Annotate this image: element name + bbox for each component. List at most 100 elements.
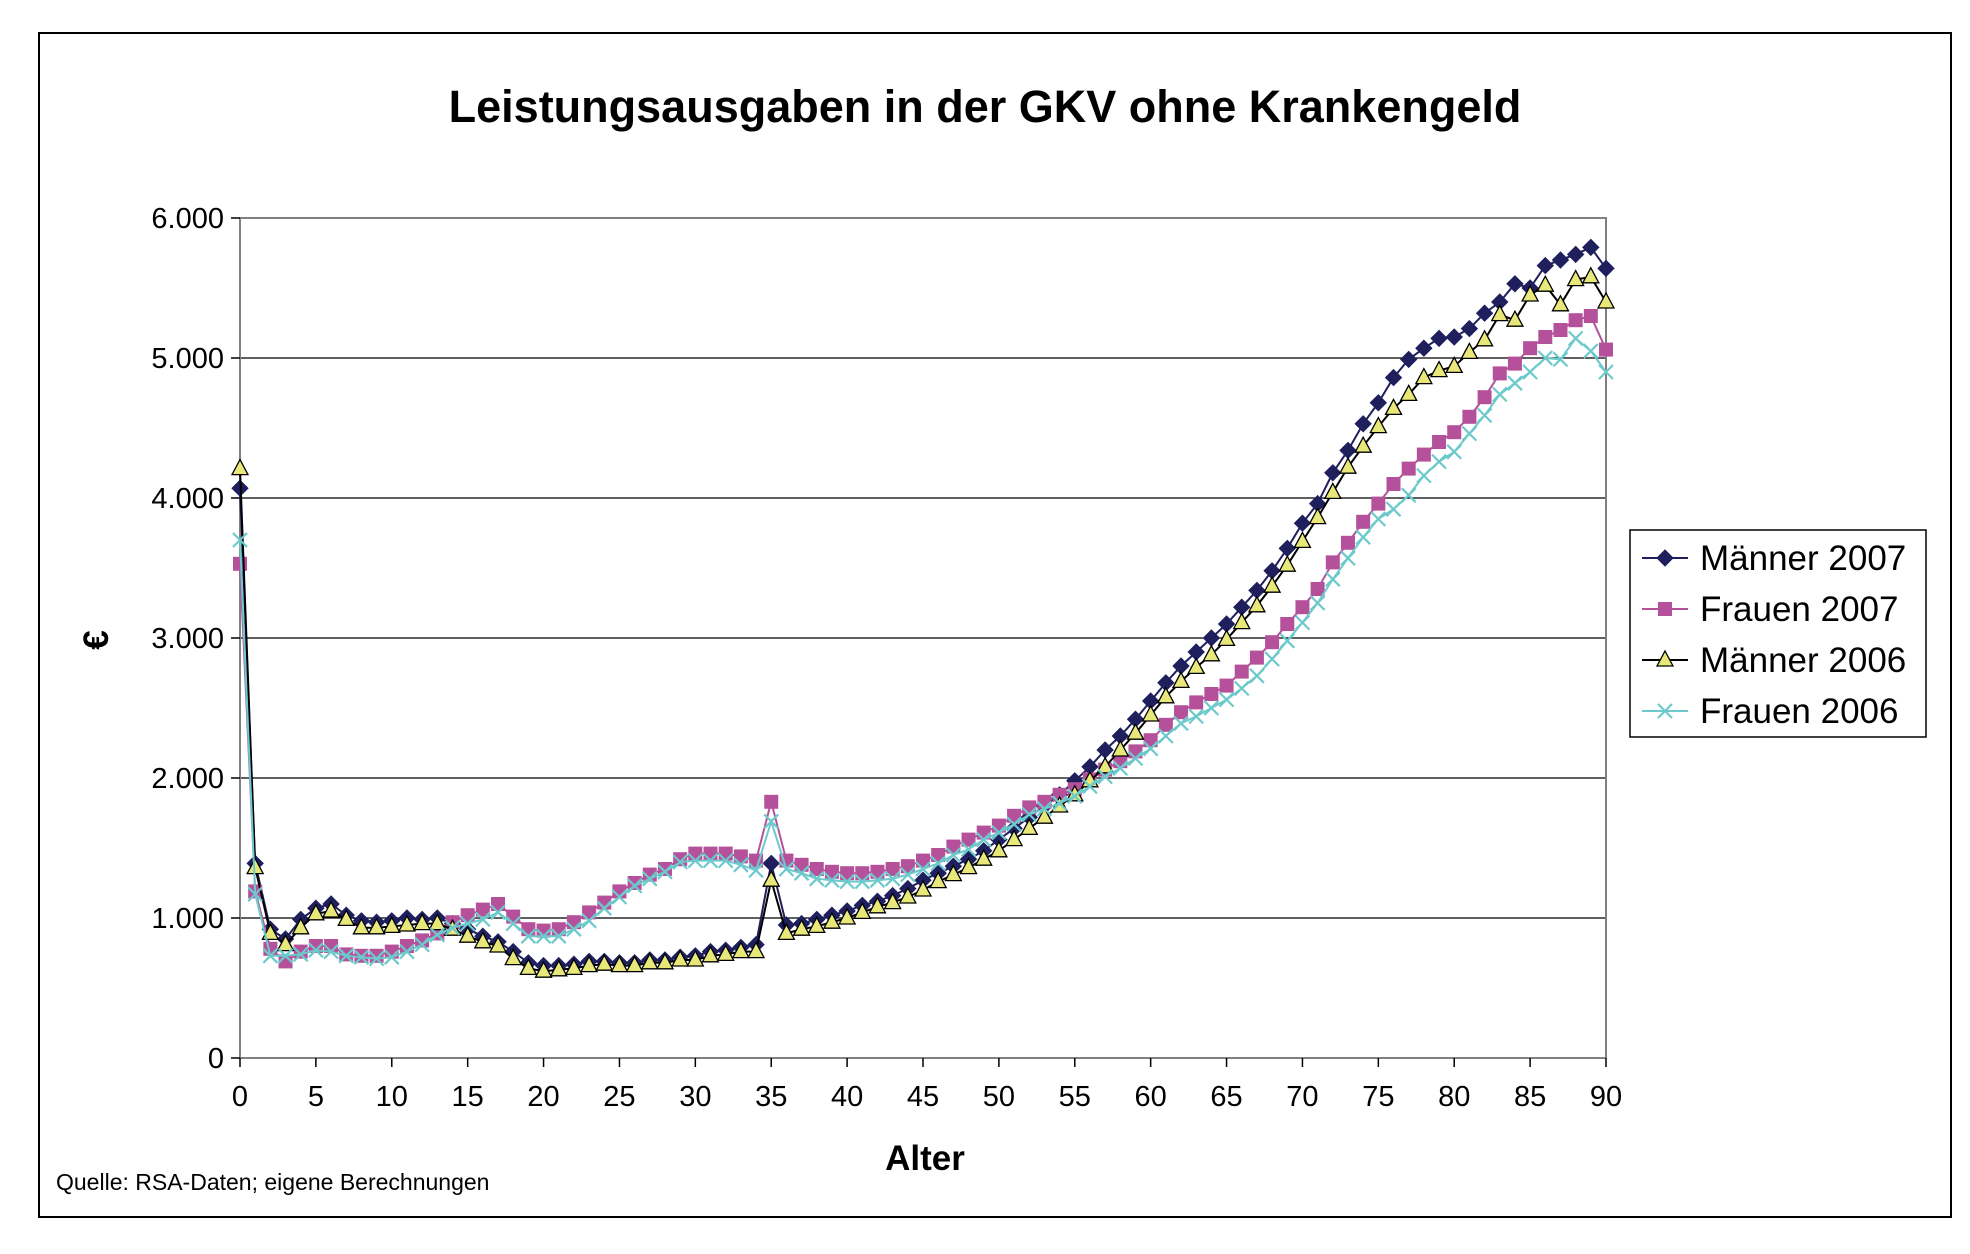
data-point <box>1507 356 1522 371</box>
data-point <box>1265 635 1280 650</box>
data-point <box>1325 555 1340 570</box>
data-point <box>1553 323 1568 337</box>
data-point <box>1233 680 1250 697</box>
data-point <box>1445 356 1464 374</box>
data-point <box>929 871 948 889</box>
data-point <box>655 952 675 970</box>
data-point <box>1354 435 1373 453</box>
x-tick-label: 25 <box>603 1081 635 1113</box>
y-tick-label: 5.000 <box>151 343 224 375</box>
data-point <box>1536 256 1554 275</box>
data-point <box>306 903 325 921</box>
data-point <box>1370 511 1387 527</box>
data-point <box>232 532 248 548</box>
data-point <box>1234 664 1249 679</box>
data-point <box>839 873 855 890</box>
data-point <box>353 949 370 965</box>
data-point <box>1293 531 1312 549</box>
data-point <box>337 909 356 927</box>
data-point <box>746 941 766 959</box>
legend-marker <box>1655 649 1675 667</box>
data-point <box>974 848 993 866</box>
data-point <box>1278 554 1297 572</box>
data-point <box>1323 482 1342 500</box>
data-point <box>1475 304 1494 322</box>
data-point <box>369 948 384 963</box>
data-point <box>1447 425 1462 440</box>
data-point <box>1355 529 1371 545</box>
data-point <box>1020 818 1039 836</box>
data-point <box>763 813 779 830</box>
data-point <box>853 902 872 920</box>
legend-marker <box>1657 703 1673 719</box>
data-point <box>1263 575 1282 593</box>
data-point <box>564 958 583 976</box>
data-point <box>595 953 614 971</box>
data-point <box>414 936 430 953</box>
data-point <box>1416 447 1431 462</box>
x-tick-label: 80 <box>1438 1081 1470 1113</box>
y-tick-label: 2.000 <box>151 763 224 795</box>
data-point <box>1158 717 1173 732</box>
x-tick-label: 30 <box>679 1081 711 1113</box>
data-point <box>688 846 703 861</box>
data-point <box>1505 309 1525 327</box>
chart-title: Leistungsausgaben in der GKV ohne Kranke… <box>449 81 1522 132</box>
data-point <box>1384 398 1403 416</box>
data-point <box>702 852 719 869</box>
data-point <box>1599 342 1613 357</box>
data-point <box>521 922 536 937</box>
x-tick-label: 50 <box>983 1081 1015 1113</box>
data-point <box>1462 409 1477 424</box>
data-point <box>488 935 508 953</box>
chart-frame <box>38 32 1952 1218</box>
data-point <box>1430 329 1448 348</box>
data-point <box>504 948 523 966</box>
data-point <box>1567 330 1584 347</box>
data-point <box>762 869 781 887</box>
data-point <box>764 794 779 809</box>
data-point <box>1171 671 1191 689</box>
data-point <box>1369 416 1388 434</box>
data-point <box>913 879 933 897</box>
legend-marker <box>1658 602 1672 616</box>
data-point <box>960 841 977 858</box>
legend-item: Frauen 2007 <box>1642 590 1898 629</box>
x-tick-label: 55 <box>1059 1081 1091 1113</box>
data-point <box>1460 342 1479 360</box>
data-point <box>1247 595 1266 613</box>
data-point <box>458 925 477 943</box>
data-point <box>1295 600 1310 615</box>
data-point <box>1521 284 1540 302</box>
data-point <box>506 909 521 924</box>
legend: Männer 2007 Frauen 2007 Männer 2006 Frauen … <box>1629 529 1927 738</box>
x-axis-label: Alter <box>885 1139 965 1178</box>
data-point <box>1384 368 1403 387</box>
data-point <box>898 886 917 904</box>
data-point <box>885 862 900 876</box>
x-axis-ticks: 0 5 10 15 20 25 30 35 40 45 50 55 60 65 70 75 80 85 90 <box>232 1058 1622 1113</box>
data-point <box>293 944 308 959</box>
data-point <box>1021 806 1038 823</box>
data-point <box>581 913 597 929</box>
y-axis-ticks: 0 1.000 2.000 3.000 4.000 5.000 6.000 <box>151 203 240 1075</box>
data-point <box>1522 364 1538 380</box>
data-point <box>1339 441 1357 460</box>
data-point <box>1597 259 1615 278</box>
data-point <box>1202 644 1221 662</box>
data-point <box>1551 294 1570 312</box>
data-point <box>1035 806 1054 824</box>
series-2 <box>233 309 1613 969</box>
data-point <box>642 871 658 887</box>
data-point <box>1082 778 1098 795</box>
data-point <box>869 872 886 888</box>
data-point <box>596 900 613 916</box>
data-point <box>1338 456 1358 474</box>
x-tick-label: 70 <box>1286 1081 1318 1113</box>
data-point <box>1583 343 1599 359</box>
data-point <box>1491 386 1508 403</box>
data-point <box>1096 756 1115 774</box>
data-point <box>1506 275 1524 293</box>
data-point <box>777 923 796 941</box>
